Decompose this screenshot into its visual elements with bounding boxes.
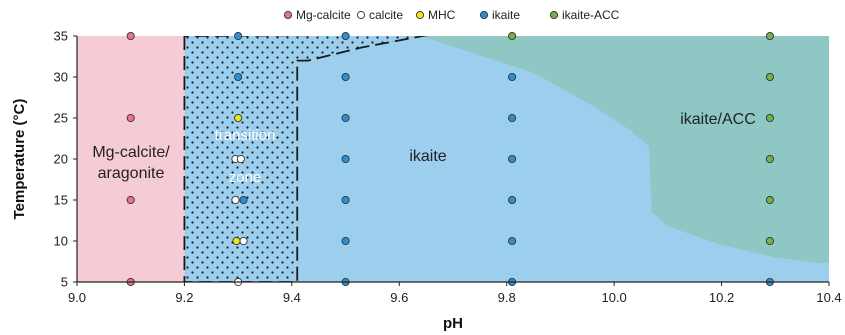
legend-item-ikaite: ikaite	[479, 8, 520, 22]
legend-item-mhc: MHC	[415, 8, 456, 22]
x-tick-label: 9.8	[498, 290, 516, 305]
data-point-ikaite-acc	[765, 31, 774, 41]
x-tick-label: 10.4	[816, 290, 841, 305]
data-point-ikaite	[341, 113, 350, 123]
x-tick-label: 9.4	[283, 290, 301, 305]
x-tick-label: 9.2	[175, 290, 193, 305]
data-point-mg-calcite	[126, 195, 135, 205]
data-point-ikaite	[341, 154, 350, 164]
legend-label: MHC	[428, 8, 456, 22]
legend-marker	[356, 10, 366, 20]
region-label: ikaite/ACC	[680, 111, 756, 128]
legend-marker	[479, 10, 489, 20]
x-tick-label: 10.0	[601, 290, 626, 305]
data-point-calcite	[231, 195, 240, 205]
y-tick-label: 35	[54, 29, 68, 44]
data-point-mhc	[232, 236, 241, 246]
region-transition-zone	[184, 36, 423, 282]
data-point-mhc	[234, 113, 243, 123]
x-axis-title: pH	[443, 315, 463, 332]
data-point-ikaite	[234, 31, 243, 41]
region-ikaite-acc	[420, 36, 829, 264]
data-point-calcite	[236, 154, 245, 164]
data-point-mg-calcite	[126, 113, 135, 123]
y-tick-label: 30	[54, 70, 68, 85]
phase-regions	[77, 36, 829, 282]
transition-zone-boundary	[183, 36, 428, 282]
data-point-calcite	[239, 236, 248, 246]
legend-item-calcite: calcite	[356, 8, 403, 22]
x-tick-label: 9.6	[390, 290, 408, 305]
data-point-ikaite-acc	[765, 236, 774, 246]
data-point-ikaite	[341, 236, 350, 246]
y-tick-label: 15	[54, 193, 68, 208]
region-labels: Mg-calcite/aragonite transition zone ikaite…	[92, 111, 755, 186]
axes: 9.0 9.2 9.4 9.6 9.8 10.0 10.2 10.4 5 10 15 20 25 30 35	[54, 29, 842, 306]
x-tick-label: 9.0	[68, 290, 86, 305]
data-point-ikaite-acc	[765, 195, 774, 205]
y-tick-label: 5	[61, 275, 68, 290]
legend-item-mg-calcite: Mg-calcite	[283, 8, 351, 22]
region-label: zone	[229, 169, 262, 186]
legend-item-ikaite-acc: ikaite-ACC	[549, 8, 620, 22]
legend-marker	[283, 10, 293, 20]
y-tick-label: 10	[54, 234, 68, 249]
x-tick-label: 10.2	[709, 290, 734, 305]
data-point-ikaite	[239, 195, 248, 205]
data-point-ikaite-acc	[765, 113, 774, 123]
legend: Mg-calcite calcite MHC ikaite ikaite-ACC	[283, 8, 620, 22]
data-point-ikaite	[508, 236, 517, 246]
data-point-ikaite	[234, 72, 243, 82]
legend-label: Mg-calcite	[296, 8, 351, 22]
data-point-ikaite	[508, 154, 517, 164]
y-axis-title: Temperature (°C)	[11, 99, 28, 220]
region-label: Mg-calcite/	[92, 144, 170, 161]
y-tick-label: 20	[54, 152, 68, 167]
legend-label: calcite	[369, 8, 403, 22]
region-label: aragonite	[98, 165, 165, 182]
data-point-ikaite-acc	[765, 72, 774, 82]
legend-marker	[549, 10, 559, 20]
legend-marker	[415, 10, 425, 20]
region-label: ikaite	[409, 148, 446, 165]
data-point-ikaite-acc	[508, 31, 517, 41]
data-point-mg-calcite	[126, 31, 135, 41]
data-point-ikaite	[341, 31, 350, 41]
data-point-ikaite-acc	[765, 154, 774, 164]
data-point-ikaite	[341, 72, 350, 82]
data-point-ikaite	[508, 195, 517, 205]
region-mg-calcite	[77, 36, 185, 282]
region-label: transition	[215, 127, 276, 144]
y-tick-label: 25	[54, 111, 68, 126]
data-point-ikaite	[508, 72, 517, 82]
legend-label: ikaite-ACC	[562, 8, 620, 22]
data-point-ikaite	[341, 195, 350, 205]
legend-label: ikaite	[492, 8, 520, 22]
data-point-ikaite	[508, 113, 517, 123]
